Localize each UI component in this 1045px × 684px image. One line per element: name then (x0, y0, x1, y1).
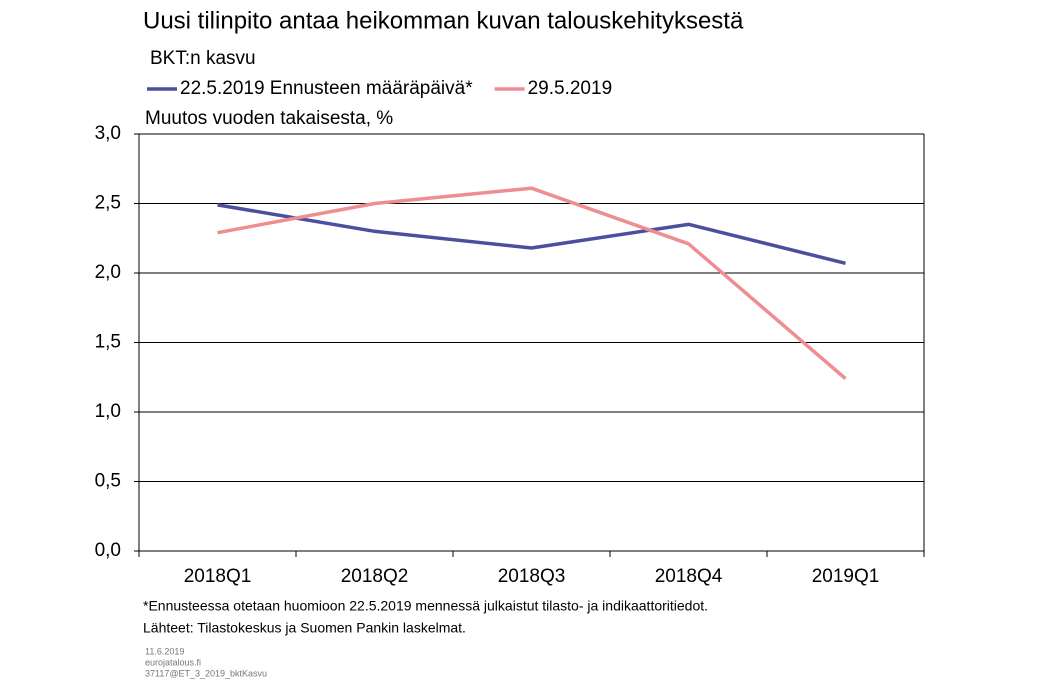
x-tick-label: 2018Q3 (498, 566, 566, 587)
y-axis-label: Muutos vuoden takaisesta, % (145, 108, 393, 129)
note: *Ennusteessa otetaan huomioon 22.5.2019 … (143, 598, 708, 614)
y-tick-label: 2,5 (95, 193, 121, 214)
footer: 11.6.2019 (145, 646, 184, 656)
x-tick-label: 2018Q4 (655, 566, 723, 587)
x-tick-label: 2018Q1 (184, 566, 252, 587)
y-tick-label: 3,0 (95, 123, 121, 144)
chart-title: Uusi tilinpito antaa heikomman kuvan tal… (143, 7, 744, 34)
legend-label: 22.5.2019 Ennusteen määräpäivä* (180, 78, 473, 99)
footer: 37117@ET_3_2019_bktKasvu (145, 668, 267, 678)
subtitle: BKT:n kasvu (150, 48, 256, 69)
footer: eurojatalous.fi (145, 657, 201, 667)
y-tick-label: 1,0 (95, 401, 121, 422)
y-tick-label: 1,5 (95, 332, 121, 353)
x-tick-label: 2019Q1 (812, 566, 880, 587)
x-tick-label: 2018Q2 (341, 566, 409, 587)
series-line (217, 186, 847, 380)
series-line (217, 203, 846, 265)
y-tick-label: 2,0 (95, 262, 121, 283)
note: Lähteet: Tilastokeskus ja Suomen Pankin … (143, 620, 466, 636)
y-tick-label: 0,5 (95, 471, 121, 492)
legend-label: 29.5.2019 (528, 78, 613, 99)
y-tick-label: 0,0 (95, 540, 121, 561)
